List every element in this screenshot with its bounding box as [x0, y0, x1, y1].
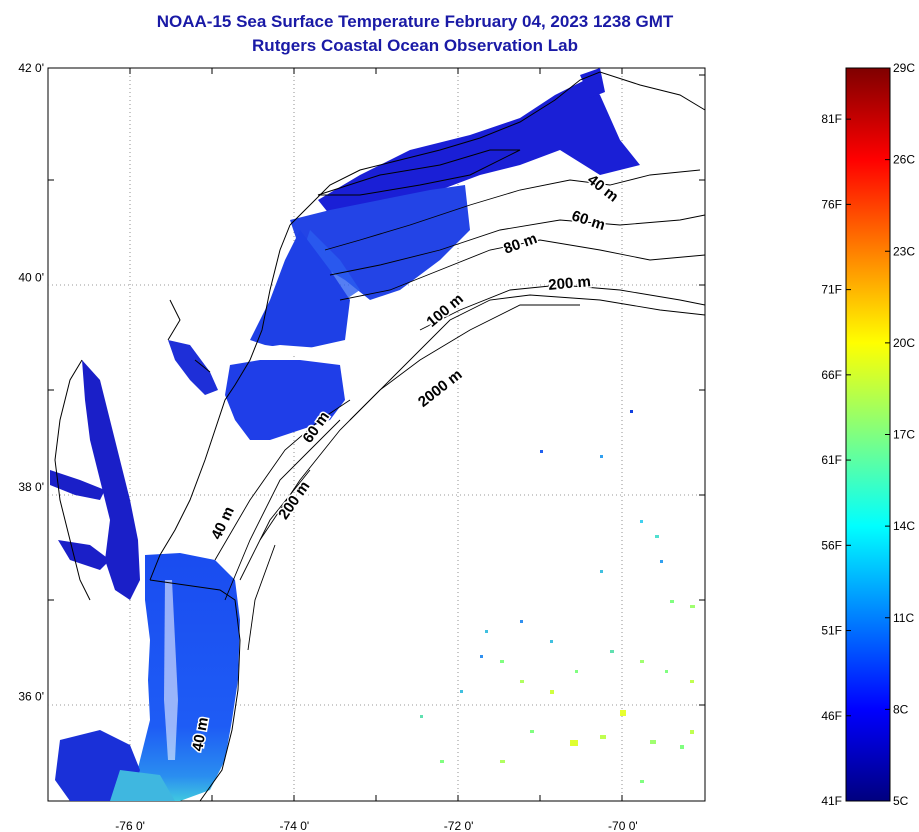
colorbar-fahrenheit-label: 81F [821, 112, 842, 126]
colorbar-celsius-label: 29C [893, 61, 915, 75]
contour-label: 40 m [189, 716, 212, 753]
map-subtitle: Rutgers Coastal Ocean Observation Lab [252, 36, 578, 55]
colorbar-fahrenheit-label: 71F [821, 283, 842, 297]
colorbar-fahrenheit-label: 46F [821, 709, 842, 723]
y-tick-label: 38 0' [18, 480, 44, 494]
colorbar-labels: 29C 26C 23C 20C 17C 14C 11C 8C 5C 81F 76F 71F 66F 61F… [821, 61, 915, 808]
offshore-sst-pixels [420, 410, 695, 783]
contour-label: 200 m [548, 273, 592, 294]
colorbar-fahrenheit-label: 76F [821, 197, 842, 211]
x-tick-label: -76 0' [115, 819, 145, 832]
colorbar-fahrenheit-label: 61F [821, 453, 842, 467]
y-tick-label: 36 0' [18, 689, 44, 703]
colorbar-fahrenheit-label: 51F [821, 624, 842, 638]
colorbar-celsius-label: 8C [893, 702, 909, 716]
bathymetry-contours [214, 169, 706, 651]
colorbar-celsius-label: 26C [893, 153, 915, 167]
x-tick-label: -72 0' [444, 819, 474, 832]
sst-coverage [50, 68, 640, 801]
colorbar-celsius-label: 5C [893, 794, 909, 808]
colorbar-celsius-label: 17C [893, 428, 915, 442]
contour-label: 60 m [569, 207, 607, 234]
colorbar-fahrenheit-label: 41F [821, 794, 842, 808]
colorbar-fahrenheit-label: 56F [821, 538, 842, 552]
colorbar [845, 67, 891, 802]
colorbar-celsius-label: 11C [893, 611, 914, 625]
colorbar-fahrenheit-label: 66F [821, 368, 842, 382]
map-title: NOAA-15 Sea Surface Temperature February… [156, 12, 674, 31]
colorbar-celsius-label: 20C [893, 336, 915, 350]
y-tick-label: 40 0' [18, 270, 44, 284]
y-axis-labels: 42 0' 40 0' 38 0' 36 0' [18, 61, 44, 703]
colorbar-ticks [846, 67, 890, 802]
x-axis-labels: -76 0' -74 0' -72 0' -70 0' [115, 819, 637, 832]
colorbar-celsius-label: 23C [893, 244, 915, 258]
x-tick-label: -70 0' [608, 819, 638, 832]
y-tick-label: 42 0' [18, 61, 44, 75]
x-tick-label: -74 0' [280, 819, 310, 832]
coastline [54, 71, 706, 802]
colorbar-celsius-label: 14C [893, 519, 915, 533]
